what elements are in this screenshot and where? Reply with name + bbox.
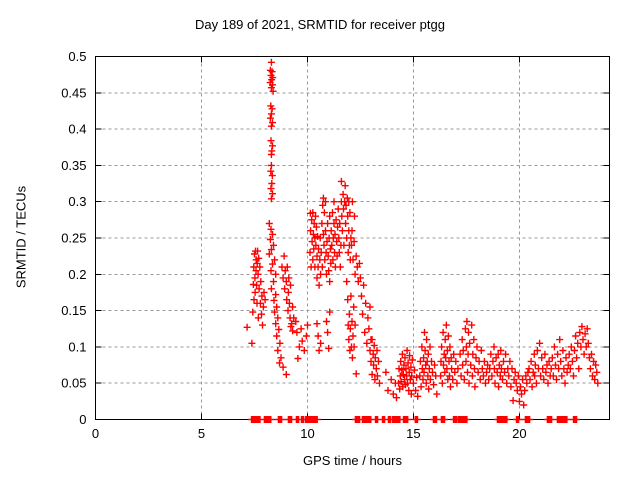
- svg-text:0.4: 0.4: [68, 122, 86, 137]
- x-axis-label: GPS time / hours: [303, 453, 402, 468]
- svg-text:0.2: 0.2: [68, 267, 86, 282]
- svg-text:0.15: 0.15: [61, 303, 86, 318]
- svg-text:0.25: 0.25: [61, 231, 86, 246]
- svg-text:0.45: 0.45: [61, 85, 86, 100]
- chart-title: Day 189 of 2021, SRMTID for receiver ptg…: [194, 17, 445, 32]
- svg-text:0.1: 0.1: [68, 339, 86, 354]
- svg-text:0: 0: [92, 426, 99, 441]
- svg-text:0.3: 0.3: [68, 194, 86, 209]
- svg-text:15: 15: [406, 426, 420, 441]
- svg-text:0.05: 0.05: [61, 376, 86, 391]
- svg-text:0.35: 0.35: [61, 158, 86, 173]
- svg-text:20: 20: [512, 426, 526, 441]
- svg-text:0.5: 0.5: [68, 49, 86, 64]
- svg-text:10: 10: [300, 426, 314, 441]
- svg-text:5: 5: [198, 426, 205, 441]
- svg-text:0: 0: [79, 412, 86, 427]
